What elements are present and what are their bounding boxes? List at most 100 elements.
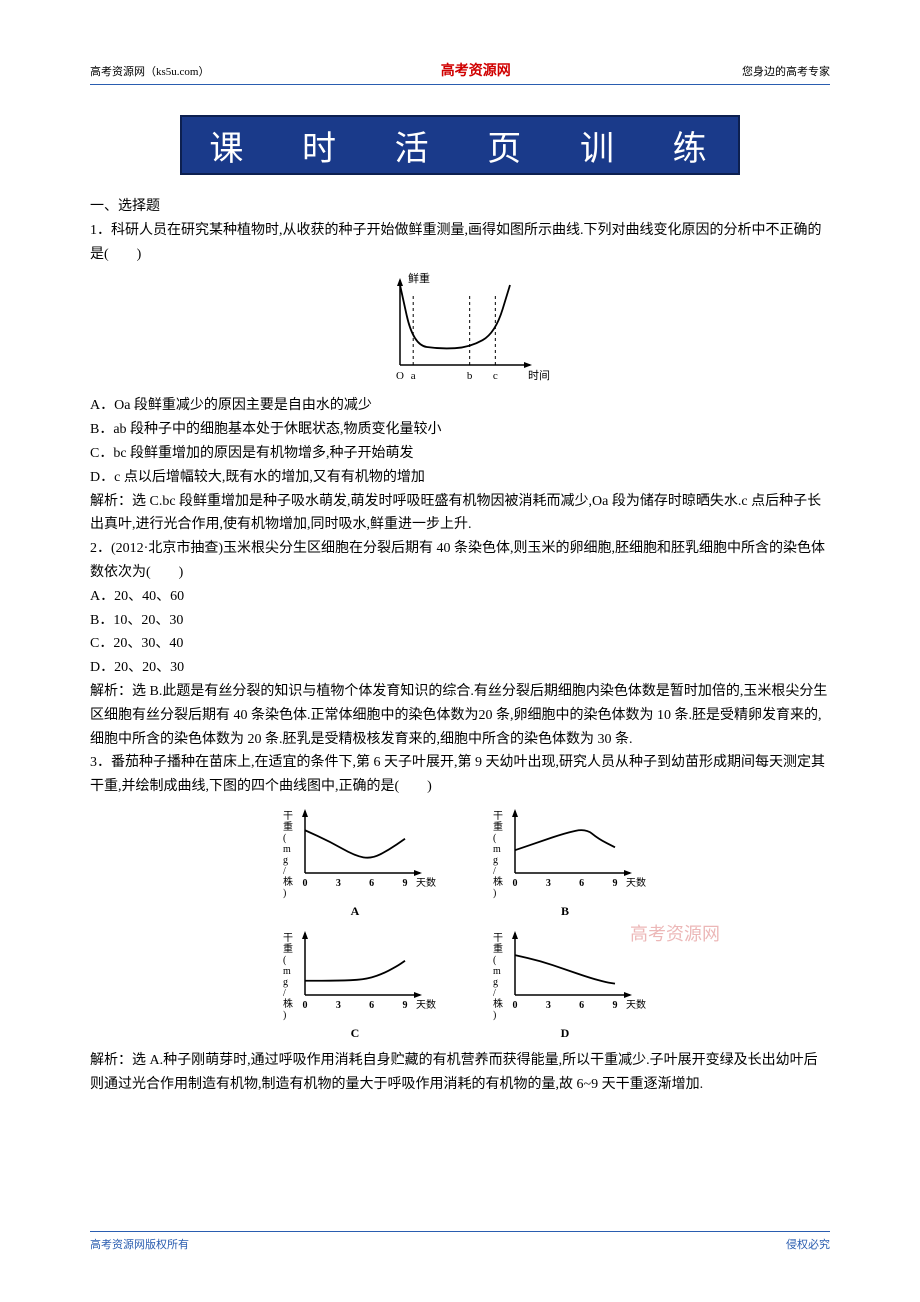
- banner-char: 课: [209, 121, 247, 170]
- q2-opt-b: B．10、20、30: [90, 609, 830, 633]
- q1-analysis: 解析：选 C.bc 段鲜重增加是种子吸水萌发,萌发时呼吸旺盛有机物因被消耗而减少…: [90, 490, 830, 538]
- svg-text:m: m: [283, 844, 291, 855]
- banner-char: 活: [395, 121, 433, 170]
- svg-text:(: (: [283, 955, 287, 966]
- svg-text:g: g: [283, 977, 288, 988]
- section-heading: 一、选择题: [90, 195, 830, 219]
- svg-text:天数: 天数: [626, 998, 646, 1011]
- svg-text:9: 9: [613, 878, 618, 889]
- header-right: 您身边的高考专家: [742, 63, 830, 79]
- svg-text:干: 干: [493, 933, 503, 944]
- banner-char: 时: [302, 121, 340, 170]
- title-banner: 课 时 活 页 训 练: [180, 115, 740, 175]
- svg-text:重: 重: [283, 820, 293, 833]
- svg-text:株: 株: [493, 997, 503, 1010]
- svg-text:9: 9: [403, 878, 408, 889]
- svg-text:6: 6: [369, 878, 374, 889]
- q1-opt-b: B．ab 段种子中的细胞基本处于休眠状态,物质变化量较小: [90, 418, 830, 442]
- svg-text:g: g: [493, 855, 498, 866]
- svg-text:A: A: [351, 904, 360, 918]
- banner-char: 练: [673, 121, 711, 170]
- svg-text:鲜重: 鲜重: [408, 271, 430, 285]
- svg-text:m: m: [493, 966, 501, 977]
- q1-stem: 1．科研人员在研究某种植物时,从收获的种子开始做鲜重测量,画得如图所示曲线.下列…: [90, 219, 830, 267]
- svg-text:/: /: [283, 988, 286, 999]
- q3-chart-row-1: 0369天数干重(mg/株)A 0369天数干重(mg/株)B: [90, 805, 830, 921]
- q3-stem: 3．番茄种子播种在苗床上,在适宜的条件下,第 6 天子叶展开,第 9 天幼叶出现…: [90, 751, 830, 799]
- q3-chart-row-2: 0369天数干重(mg/株)C 0369天数干重(mg/株)D: [90, 927, 830, 1043]
- svg-text:株: 株: [283, 997, 293, 1010]
- page-header: 高考资源网（ks5u.com） 高考资源网 您身边的高考专家: [90, 60, 830, 80]
- header-left: 高考资源网（ks5u.com）: [90, 63, 209, 79]
- q3-chart-a: 0 3 6 9 天数 干重(mg/株) A: [270, 805, 440, 921]
- svg-text:(: (: [493, 833, 497, 844]
- q1-opt-d: D．c 点以后增幅较大,既有水的增加,又有有机物的增加: [90, 466, 830, 490]
- svg-text:重: 重: [493, 942, 503, 955]
- banner-char: 训: [580, 121, 618, 170]
- q3-chart-c: 0 3 6 9 天数 干重(mg/株) C: [270, 927, 440, 1043]
- svg-text:株: 株: [283, 875, 293, 888]
- footer-left: 高考资源网版权所有: [90, 1236, 189, 1252]
- svg-text:3: 3: [336, 878, 341, 889]
- svg-text:): ): [283, 888, 286, 899]
- svg-text:株: 株: [493, 875, 503, 888]
- svg-text:g: g: [493, 977, 498, 988]
- svg-text:6: 6: [369, 1000, 374, 1011]
- svg-text:): ): [493, 1010, 496, 1021]
- svg-text:天数: 天数: [626, 876, 646, 889]
- svg-text:干: 干: [493, 811, 503, 822]
- svg-text:重: 重: [493, 820, 503, 833]
- svg-text:3: 3: [546, 1000, 551, 1011]
- svg-text:干: 干: [283, 811, 293, 822]
- q1-chart: Oa b c 鲜重时间: [370, 270, 550, 390]
- svg-text:干: 干: [283, 933, 293, 944]
- q2-opt-a: A．20、40、60: [90, 585, 830, 609]
- svg-text:天数: 天数: [416, 876, 436, 889]
- svg-text:D: D: [561, 1026, 570, 1040]
- svg-text:(: (: [493, 955, 497, 966]
- q1-opt-c: C．bc 段鲜重增加的原因是有机物增多,种子开始萌发: [90, 442, 830, 466]
- svg-text:/: /: [283, 866, 286, 877]
- svg-text:a: a: [411, 370, 416, 382]
- svg-text:m: m: [283, 966, 291, 977]
- svg-text:g: g: [283, 855, 288, 866]
- svg-text:6: 6: [579, 1000, 584, 1011]
- q3-chart-d: 0 3 6 9 天数 干重(mg/株) D: [480, 927, 650, 1043]
- svg-text:天数: 天数: [416, 998, 436, 1011]
- svg-text:): ): [283, 1010, 286, 1021]
- svg-text:b: b: [467, 370, 473, 382]
- page-footer: 高考资源网版权所有 侵权必究: [90, 1231, 830, 1252]
- svg-text:0: 0: [303, 1000, 308, 1011]
- q3-chart-b: 0369天数干重(mg/株)B: [480, 805, 650, 921]
- svg-text:0: 0: [303, 878, 308, 889]
- header-center: 高考资源网: [441, 60, 511, 80]
- svg-text:9: 9: [403, 1000, 408, 1011]
- svg-text:9: 9: [613, 1000, 618, 1011]
- svg-text:C: C: [351, 1026, 360, 1040]
- svg-text:/: /: [493, 988, 496, 999]
- banner-char: 页: [487, 121, 525, 170]
- svg-text:m: m: [493, 844, 501, 855]
- q2-analysis: 解析：选 B.此题是有丝分裂的知识与植物个体发育知识的综合.有丝分裂后期细胞内染…: [90, 680, 830, 751]
- body: 一、选择题 1．科研人员在研究某种植物时,从收获的种子开始做鲜重测量,画得如图所…: [90, 195, 830, 1097]
- q2-stem: 2．(2012·北京市抽查)玉米根尖分生区细胞在分裂后期有 40 条染色体,则玉…: [90, 537, 830, 585]
- footer-right: 侵权必究: [786, 1236, 830, 1252]
- svg-text:O: O: [396, 370, 404, 382]
- svg-text:重: 重: [283, 942, 293, 955]
- svg-text:3: 3: [546, 878, 551, 889]
- svg-text:3: 3: [336, 1000, 341, 1011]
- svg-text:0: 0: [513, 1000, 518, 1011]
- svg-text:B: B: [561, 904, 569, 918]
- q2-opt-d: D．20、20、30: [90, 656, 830, 680]
- svg-text:(: (: [283, 833, 287, 844]
- svg-text:): ): [493, 888, 496, 899]
- svg-text:时间: 时间: [528, 369, 550, 382]
- svg-text:6: 6: [579, 878, 584, 889]
- svg-text:c: c: [493, 370, 498, 382]
- footer-rule: [90, 1231, 830, 1232]
- svg-text:/: /: [493, 866, 496, 877]
- q3-analysis: 解析：选 A.种子刚萌芽时,通过呼吸作用消耗自身贮藏的有机营养而获得能量,所以干…: [90, 1049, 830, 1097]
- header-rule: [90, 84, 830, 85]
- q1-opt-a: A．Oa 段鲜重减少的原因主要是自由水的减少: [90, 394, 830, 418]
- q2-opt-c: C．20、30、40: [90, 632, 830, 656]
